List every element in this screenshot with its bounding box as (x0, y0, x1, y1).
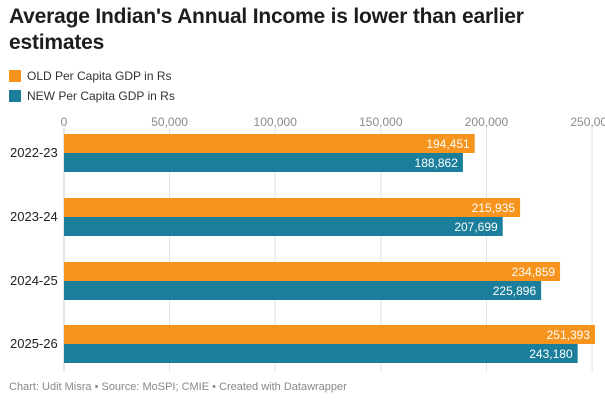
bar-2025-26-old (64, 325, 595, 344)
category-label-2022-23: 2022-23 (10, 145, 58, 160)
chart-title: Average Indian's Annual Income is lower … (9, 5, 524, 54)
value-label-2022-23-new: 188,862 (415, 156, 459, 170)
value-label-2023-24-new: 207,699 (454, 220, 498, 234)
legend-swatch-new (9, 90, 21, 102)
value-label-2024-25-old: 234,859 (512, 265, 556, 279)
bar-2022-23-old (64, 134, 475, 153)
bar-2023-24-new (64, 217, 503, 236)
category-label-2023-24: 2023-24 (10, 209, 58, 224)
legend-label-new: NEW Per Capita GDP in Rs (27, 89, 175, 103)
legend-swatch-old (9, 70, 21, 82)
bar-2025-26-new (64, 344, 578, 363)
value-label-2023-24-old: 215,935 (472, 201, 516, 215)
value-label-2025-26-new: 243,180 (529, 347, 573, 361)
tick-label-3: 150,000 (359, 115, 403, 129)
legend-item-old: OLD Per Capita GDP in Rs (9, 68, 172, 84)
bar-2024-25-new (64, 281, 542, 300)
bar-2022-23-new (64, 153, 463, 172)
bar-2023-24-old (64, 198, 521, 217)
tick-label-1: 50,000 (151, 115, 188, 129)
legend-label-old: OLD Per Capita GDP in Rs (27, 69, 172, 83)
value-label-2024-25-new: 225,896 (493, 284, 537, 298)
category-label-2024-25: 2024-25 (10, 273, 58, 288)
tick-label-0: 0 (61, 115, 68, 129)
tick-label-5: 250,000 (570, 115, 605, 129)
value-label-2025-26-old: 251,393 (547, 328, 591, 342)
bar-2024-25-old (64, 262, 561, 281)
chart-footer: Chart: Udit Misra • Source: MoSPI; CMIE … (9, 381, 347, 393)
category-label-2025-26: 2025-26 (10, 336, 58, 351)
tick-label-2: 100,000 (254, 115, 298, 129)
legend-item-new: NEW Per Capita GDP in Rs (9, 88, 175, 104)
tick-label-4: 200,000 (465, 115, 509, 129)
value-label-2022-23-old: 194,451 (426, 137, 470, 151)
